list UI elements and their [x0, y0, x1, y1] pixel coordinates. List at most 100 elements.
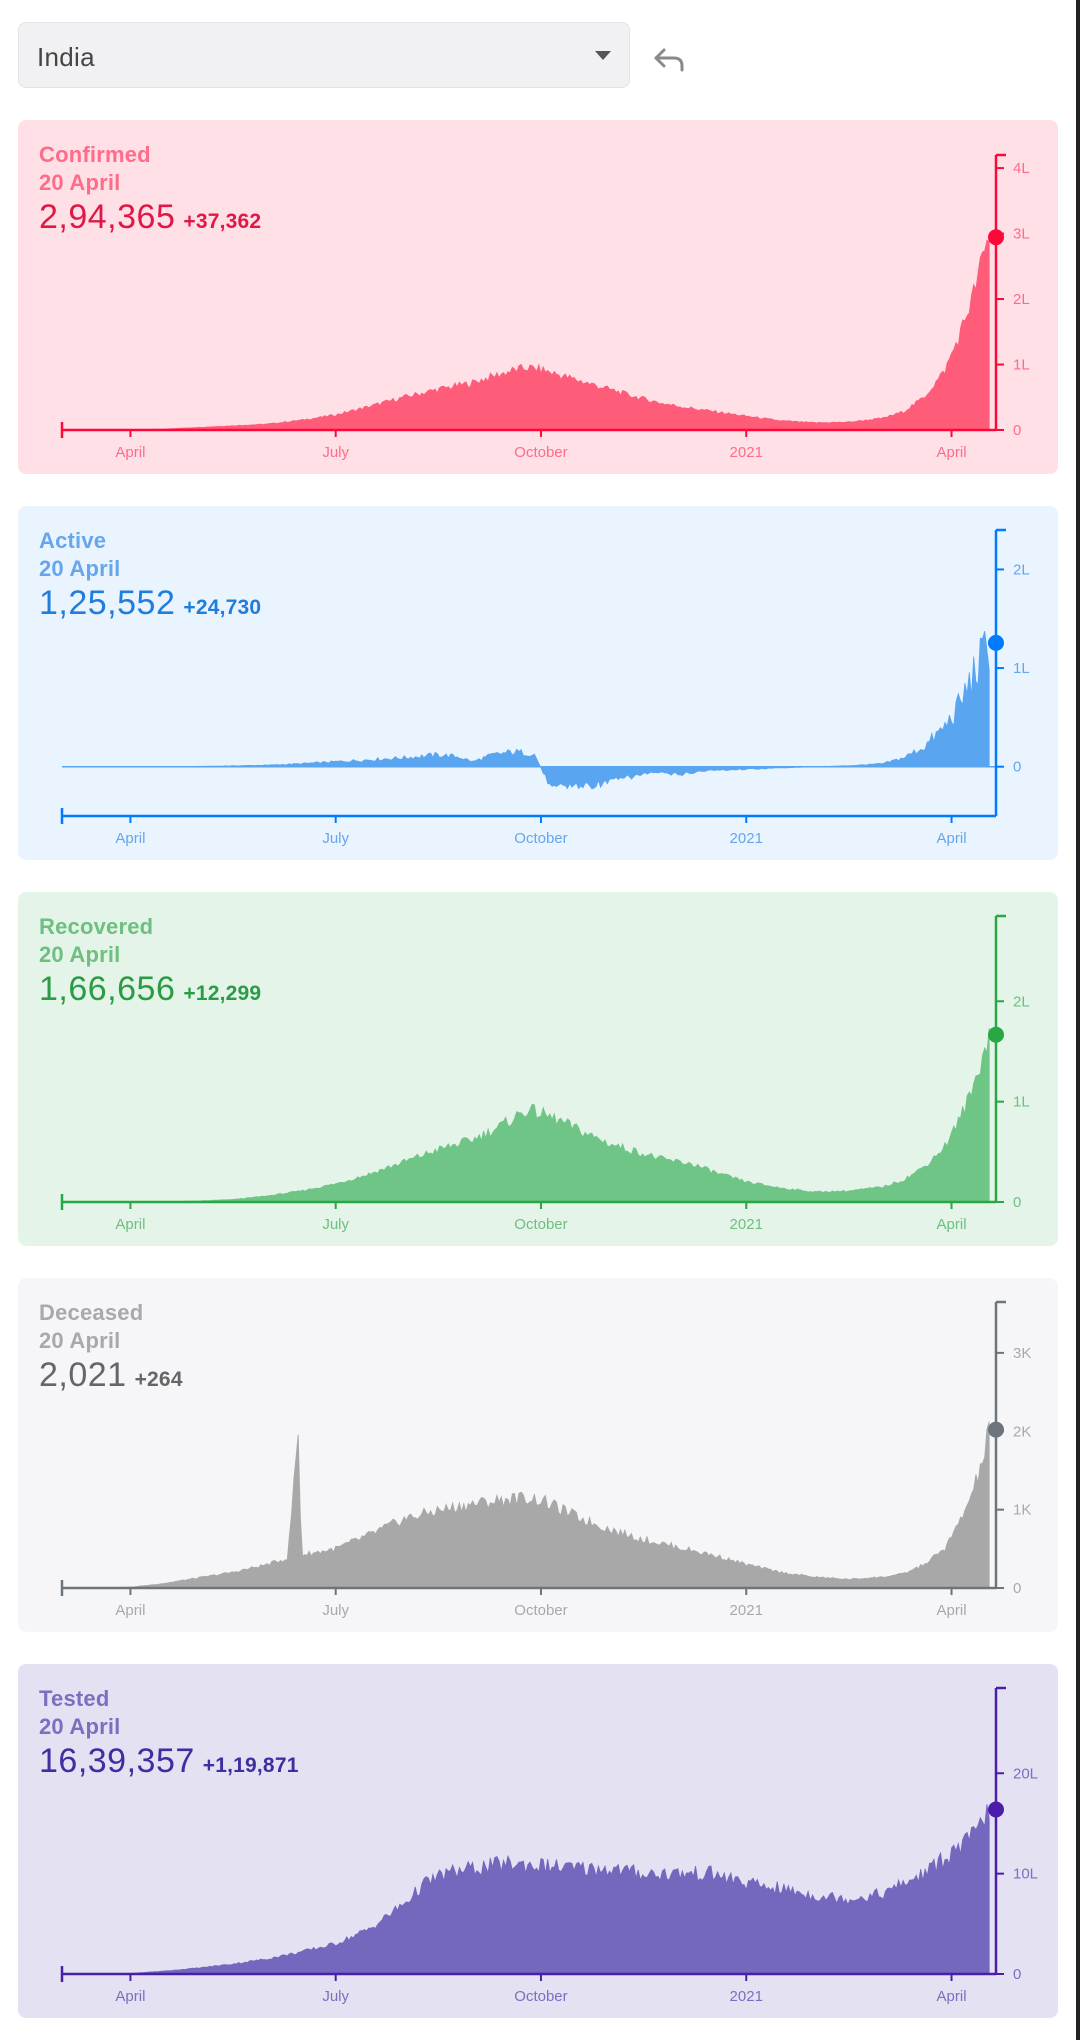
x-tick-label: October: [514, 444, 567, 461]
chart-deceased: April July October 2021 April 0 1K 2K 3K: [60, 1300, 1031, 1619]
x-tick-label: 2021: [730, 444, 763, 461]
y-tick-label: 1L: [1013, 660, 1030, 677]
latest-point: [988, 1026, 1004, 1043]
latest-point: [988, 1801, 1004, 1818]
x-axis: April July October 2021 April: [60, 1580, 996, 1619]
x-tick-label: April: [937, 1988, 967, 2005]
y-axis: 0 1K 2K 3K: [994, 1300, 1031, 1597]
chart-card-active[interactable]: April July October 2021 April 0 1L 2L Active 20 A…: [18, 506, 1058, 860]
x-axis: April July October 2021 April: [60, 1194, 996, 1233]
top-bar: India: [0, 0, 1080, 120]
x-tick-label: October: [514, 830, 567, 847]
y-tick-label: 3L: [1013, 226, 1030, 243]
card-label: Confirmed: [39, 142, 151, 167]
card-date: 20 April: [39, 1714, 121, 1739]
x-tick-label: April: [115, 444, 145, 461]
x-tick-label: April: [937, 830, 967, 847]
chart-confirmed: April July October 2021 April 0 1L 2L 3L 4L: [60, 153, 1030, 461]
card-date: 20 April: [39, 556, 121, 581]
card-label: Deceased: [39, 1300, 144, 1325]
y-axis: 0 1L 2L 3L 4L: [994, 153, 1030, 439]
x-tick-label: April: [937, 1602, 967, 1619]
scrollbar-edge: [1076, 0, 1080, 2040]
x-tick-label: April: [937, 444, 967, 461]
card-total: 1,25,552 +24,730: [39, 584, 261, 623]
y-tick-label: 0: [1013, 422, 1021, 439]
card-total-value: 16,39,357: [39, 1742, 195, 1780]
card-delta: +12,299: [183, 982, 262, 1005]
y-axis: 0 10L 20L: [994, 1686, 1038, 1983]
y-tick-label: 20L: [1013, 1765, 1038, 1782]
card-label: Tested: [39, 1686, 110, 1711]
latest-point: [988, 1421, 1004, 1438]
card-total-value: 2,021: [39, 1356, 127, 1394]
chart-card-confirmed[interactable]: April July October 2021 April 0 1L 2L 3L 4L Confir…: [18, 120, 1058, 474]
card-total-value: 2,94,365: [39, 198, 176, 236]
y-tick-label: 2L: [1013, 291, 1030, 308]
area-series-deceased: [62, 1421, 990, 1589]
x-tick-label: 2021: [730, 1602, 763, 1619]
y-tick-label: 2L: [1013, 561, 1030, 578]
chart-active: April July October 2021 April 0 1L 2L: [60, 528, 1030, 847]
latest-point: [988, 634, 1004, 651]
y-tick-label: 0: [1013, 759, 1021, 776]
region-select-value: India: [37, 42, 95, 72]
y-tick-label: 0: [1013, 1194, 1021, 1211]
y-tick-label: 10L: [1013, 1866, 1038, 1883]
chart-card-tested[interactable]: April July October 2021 April 0 10L 20L Tested 20…: [18, 1664, 1058, 2018]
y-tick-label: 0: [1013, 1966, 1021, 1983]
card-delta: +1,19,871: [202, 1754, 299, 1777]
y-axis: 0 1L 2L: [994, 528, 1030, 816]
y-tick-label: 2L: [1013, 993, 1030, 1010]
card-delta: +37,362: [183, 210, 262, 233]
chart-tested: April July October 2021 April 0 10L 20L: [60, 1686, 1038, 2005]
y-tick-label: 3K: [1013, 1345, 1031, 1362]
card-label: Active: [39, 528, 107, 553]
card-total: 2,94,365 +37,362: [39, 198, 261, 237]
card-total-value: 1,66,656: [39, 970, 176, 1008]
x-tick-label: April: [115, 1988, 145, 2005]
y-tick-label: 1K: [1013, 1502, 1031, 1519]
x-tick-label: April: [115, 1602, 145, 1619]
y-tick-label: 1L: [1013, 1094, 1030, 1111]
x-tick-label: October: [514, 1216, 567, 1233]
x-tick-label: 2021: [730, 1216, 763, 1233]
card-total-value: 1,25,552: [39, 584, 176, 622]
card-delta: +264: [134, 1368, 183, 1391]
area-series-confirmed: [62, 239, 990, 431]
area-series-tested: [62, 1804, 990, 1975]
y-axis: 0 1L 2L: [994, 914, 1030, 1211]
y-tick-label: 2K: [1013, 1423, 1031, 1440]
x-tick-label: July: [322, 1216, 349, 1233]
y-tick-label: 4L: [1013, 160, 1030, 177]
x-tick-label: July: [322, 1988, 349, 2005]
x-axis: April July October 2021 April: [60, 808, 996, 847]
card-total: 2,021 +264: [39, 1356, 183, 1395]
latest-point: [988, 229, 1004, 246]
card-date: 20 April: [39, 1328, 121, 1353]
x-axis: April July October 2021 April: [60, 422, 996, 461]
chart-card-recovered[interactable]: April July October 2021 April 0 1L 2L Recovered 2…: [18, 892, 1058, 1246]
x-tick-label: April: [115, 830, 145, 847]
undo-arrow-icon[interactable]: [650, 38, 690, 78]
x-tick-label: July: [322, 444, 349, 461]
y-tick-label: 1L: [1013, 357, 1030, 374]
card-date: 20 April: [39, 942, 121, 967]
x-tick-label: April: [937, 1216, 967, 1233]
area-series-recovered: [62, 1027, 990, 1203]
card-total: 1,66,656 +12,299: [39, 970, 261, 1009]
card-label: Recovered: [39, 914, 154, 939]
area-series-active: [62, 630, 990, 790]
region-select[interactable]: India: [18, 22, 630, 88]
x-tick-label: October: [514, 1988, 567, 2005]
card-date: 20 April: [39, 170, 121, 195]
x-tick-label: 2021: [730, 830, 763, 847]
x-tick-label: July: [322, 830, 349, 847]
card-delta: +24,730: [183, 596, 262, 619]
y-tick-label: 0: [1013, 1580, 1021, 1597]
chart-card-deceased[interactable]: April July October 2021 April 0 1K 2K 3K Deceased…: [18, 1278, 1058, 1632]
x-tick-label: April: [115, 1216, 145, 1233]
x-axis: April July October 2021 April: [60, 1966, 996, 2005]
chart-recovered: April July October 2021 April 0 1L 2L: [60, 914, 1030, 1233]
x-tick-label: 2021: [730, 1988, 763, 2005]
